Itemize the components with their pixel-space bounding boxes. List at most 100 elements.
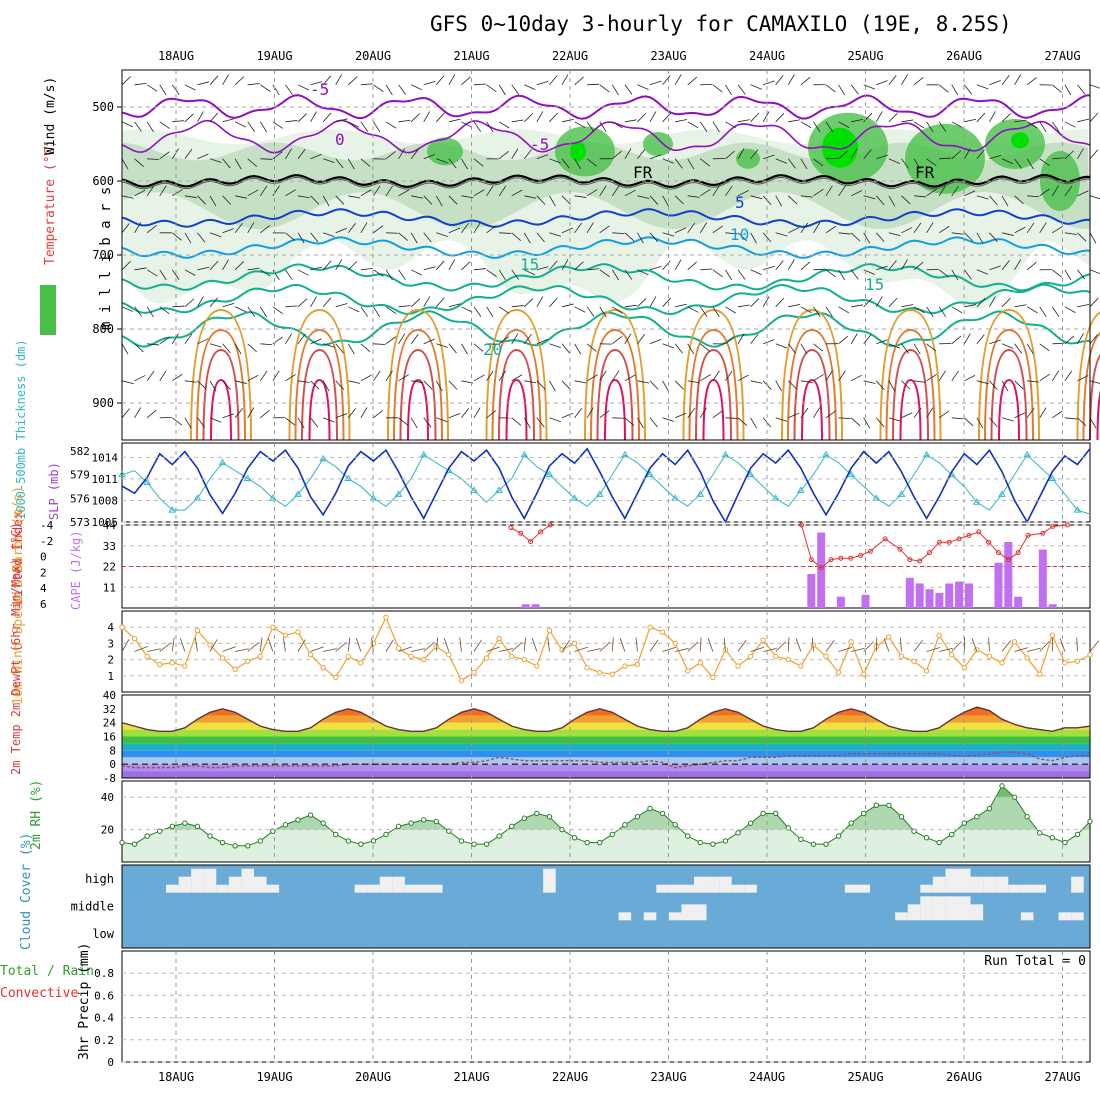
- temp-contour--5b: [121, 119, 1091, 154]
- wind-barb: [813, 222, 821, 234]
- wind-barb: [1026, 343, 1034, 355]
- precip-legend-total: Total / Rain: [0, 964, 94, 979]
- cloud-middle-bar: [681, 904, 694, 921]
- wind-barb: [850, 374, 862, 382]
- wind-barb: [1039, 188, 1050, 197]
- wind-barb: [411, 195, 423, 199]
- wind-barb: [825, 269, 836, 278]
- wind-barb: [825, 121, 834, 132]
- wind-barb: [385, 306, 397, 314]
- wind-barb: [687, 261, 697, 271]
- wind-barb: [913, 121, 925, 129]
- wind-barb: [259, 306, 267, 318]
- wind-barb: [989, 296, 996, 307]
- wind-barb: [800, 158, 808, 170]
- thickness-point: [545, 470, 554, 478]
- wind-barb: [637, 298, 647, 308]
- wind-barb: [398, 269, 406, 280]
- rh-point: [898, 813, 905, 820]
- wind-barb: [348, 121, 360, 128]
- wind-barb: [498, 370, 507, 382]
- wind-barb: [649, 195, 659, 205]
- wind-barb: [838, 185, 846, 197]
- wind-barb: [121, 223, 130, 234]
- date-label-bottom: 26AUG: [946, 1070, 982, 1084]
- wind-barb: [436, 158, 448, 164]
- ua-ytick-label: 500: [92, 100, 114, 114]
- warm-contour: [885, 328, 936, 441]
- wind-barb: [875, 380, 885, 390]
- wind-barb: [1014, 119, 1027, 123]
- wind-barb: [461, 195, 474, 199]
- wind-barb: [951, 84, 959, 96]
- temp-band: [122, 736, 1090, 744]
- wind-barb: [1089, 269, 1100, 275]
- wind-barb: [775, 75, 784, 86]
- wind-barb: [297, 333, 306, 345]
- cloud-high-bar: [970, 876, 984, 893]
- wind-barb: [687, 343, 695, 355]
- thickness-point: [570, 494, 579, 501]
- rh-point: [295, 817, 301, 823]
- thickness-point: [620, 450, 629, 458]
- wind-speed-point: [1037, 671, 1043, 677]
- wind-barb: [725, 232, 738, 235]
- wind-barb: [448, 343, 457, 354]
- wind-barb: [712, 410, 723, 419]
- wind-barb: [1089, 297, 1099, 308]
- wind-speed-point: [282, 632, 289, 638]
- wind-speed-point: [685, 668, 691, 674]
- wind-barb: [360, 189, 372, 197]
- cloud-high-bar: [241, 868, 254, 893]
- warm-contour: [491, 328, 542, 441]
- cape-bar: [915, 583, 924, 608]
- wind-barb: [461, 222, 469, 234]
- slp-tick-label: 1014: [92, 451, 119, 464]
- wind-barb: [423, 338, 435, 345]
- wind-barb: [1089, 149, 1099, 160]
- cloud-high-bar: [744, 884, 757, 893]
- wind-barb: [1064, 306, 1076, 313]
- wind-barb: [373, 343, 386, 345]
- wind-barb: [423, 81, 436, 86]
- wind-barb: [763, 265, 775, 271]
- wind-barb: [901, 259, 908, 271]
- wind-barb: [536, 154, 549, 160]
- wind-barb: [574, 195, 587, 198]
- wind-barb: [448, 380, 458, 390]
- wind-barb: [1089, 84, 1100, 89]
- wind-barb: [222, 118, 235, 123]
- wind-barb: [825, 306, 833, 318]
- wind-barb: [549, 232, 562, 237]
- wind-barb: [700, 268, 713, 271]
- wind-barb: [473, 343, 484, 352]
- wind-barb: [1026, 261, 1037, 271]
- wind-barb: [285, 333, 293, 345]
- wind-barb: [888, 260, 897, 271]
- wind-barb: [586, 189, 598, 197]
- wind-barb: [285, 120, 298, 123]
- wind-barb: [674, 227, 687, 234]
- wind-barb: [750, 380, 763, 384]
- wind-barb: [1001, 158, 1014, 165]
- wind-barb: [247, 121, 255, 132]
- surface-wind-barb: [385, 639, 394, 652]
- cloud-high-bar: [354, 884, 368, 893]
- cape-bar: [1038, 549, 1047, 608]
- cloud-middle-bar: [932, 896, 946, 921]
- slp-tick-label: 1008: [92, 494, 119, 507]
- cape-bar: [1014, 596, 1023, 608]
- rh-point: [1087, 818, 1093, 825]
- wind-barb: [1014, 158, 1022, 169]
- wind-barb: [235, 380, 247, 384]
- wind-barb: [649, 80, 662, 86]
- wind-barb: [323, 232, 335, 238]
- wind-barb: [436, 232, 448, 237]
- wind-speed-point: [219, 655, 226, 661]
- li-ylabel: Lifted Index: [11, 511, 26, 605]
- wind-barb: [838, 269, 846, 281]
- wind-barb: [184, 113, 194, 123]
- wind-barb: [310, 417, 319, 428]
- wind-barb: [435, 297, 445, 308]
